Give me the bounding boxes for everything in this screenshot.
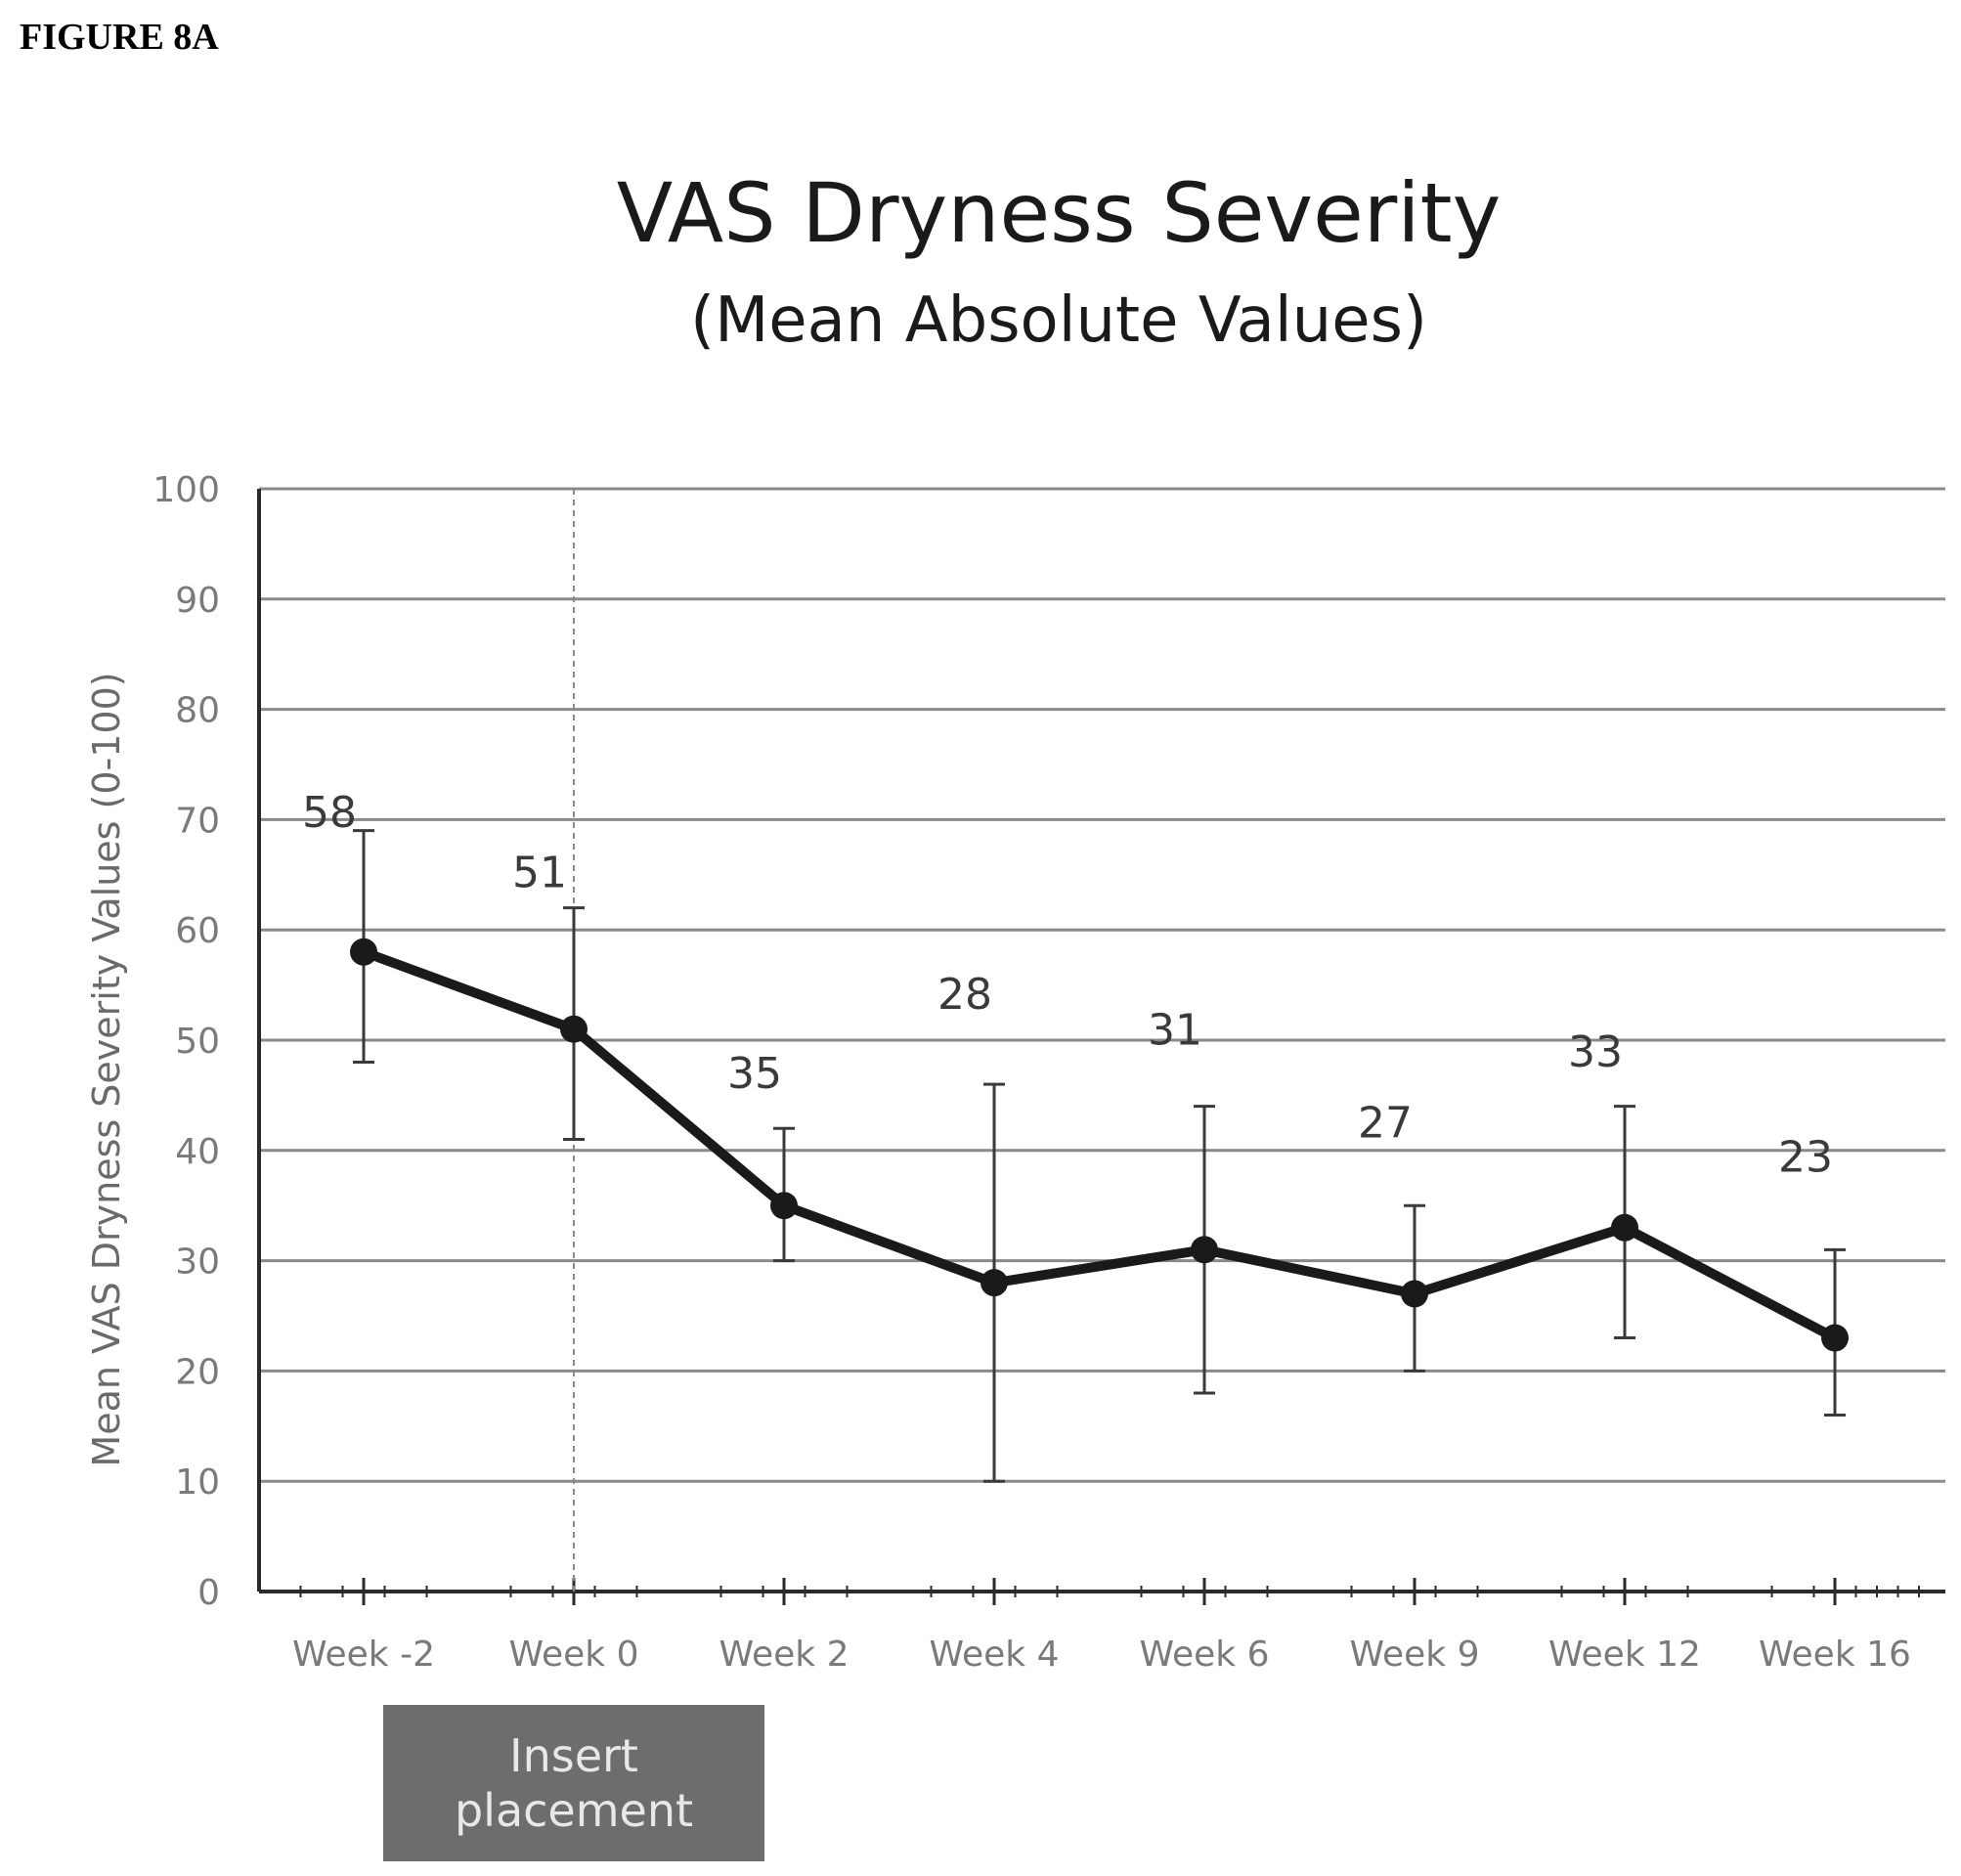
- data-point: [1611, 1213, 1638, 1242]
- series-polyline: [359, 946, 1840, 1343]
- data-point: [770, 1192, 798, 1220]
- data-label: 31: [1148, 1005, 1202, 1055]
- data-label: 35: [727, 1049, 782, 1099]
- data-point: [1401, 1280, 1428, 1308]
- axes: [257, 489, 1945, 1605]
- data-label: 23: [1778, 1133, 1833, 1183]
- series-line: [359, 946, 1840, 1343]
- x-tick-label: Week -2: [292, 1635, 435, 1675]
- y-tick-label: 50: [175, 1022, 220, 1062]
- y-tick-label: 20: [175, 1352, 220, 1392]
- data-point: [350, 938, 377, 966]
- x-tick-labels: Week -2 Week 0 Week 2 Week 4 Week 6 Week 9 Wee…: [292, 1635, 1911, 1675]
- data-point: [1821, 1324, 1849, 1352]
- gridlines: [259, 487, 1945, 1483]
- y-tick-label: 40: [175, 1132, 220, 1172]
- data-points: [350, 938, 1849, 1352]
- y-tick-label: 10: [175, 1462, 220, 1503]
- x-tick-label: Week 6: [1140, 1635, 1270, 1675]
- data-label: 33: [1568, 1027, 1623, 1077]
- x-tick-label: Week 0: [509, 1635, 639, 1675]
- x-tick-label: Week 2: [719, 1635, 850, 1675]
- y-tick-label: 100: [153, 470, 220, 510]
- figure-label: FIGURE 8A: [20, 17, 219, 58]
- data-labels: 58 51 35 28 31 27 33 23: [302, 788, 1833, 1183]
- data-label: 27: [1358, 1098, 1413, 1148]
- x-tick-label: Week 12: [1548, 1635, 1701, 1675]
- data-point: [980, 1269, 1008, 1297]
- data-label: 51: [512, 849, 567, 898]
- x-tick-label: Week 16: [1759, 1635, 1911, 1675]
- x-tick-label: Week 9: [1350, 1635, 1480, 1675]
- x-tick-label: Week 4: [930, 1635, 1060, 1675]
- y-axis-label: Mean VAS Dryness Severity Values (0-100): [85, 672, 128, 1466]
- y-tick-label: 70: [175, 801, 220, 841]
- y-tick-label: 80: [175, 691, 220, 731]
- y-tick-label: 60: [175, 911, 220, 951]
- data-label: 28: [937, 970, 992, 1020]
- y-tick-label: 90: [175, 581, 220, 621]
- chart-title: VAS Dryness Severity: [616, 165, 1502, 261]
- y-tick-label: 0: [197, 1573, 220, 1613]
- insert-placement-annotation: Insert placement: [383, 1705, 764, 1861]
- error-bars: [353, 829, 1846, 1483]
- data-label: 58: [302, 788, 357, 838]
- chart-subtitle: (Mean Absolute Values): [690, 284, 1427, 357]
- y-tick-label: 30: [175, 1243, 220, 1283]
- y-tick-labels: 0 10 20 30 40 50 60 70 80 90 100: [153, 470, 220, 1613]
- data-point: [1191, 1236, 1218, 1264]
- data-point: [560, 1015, 588, 1043]
